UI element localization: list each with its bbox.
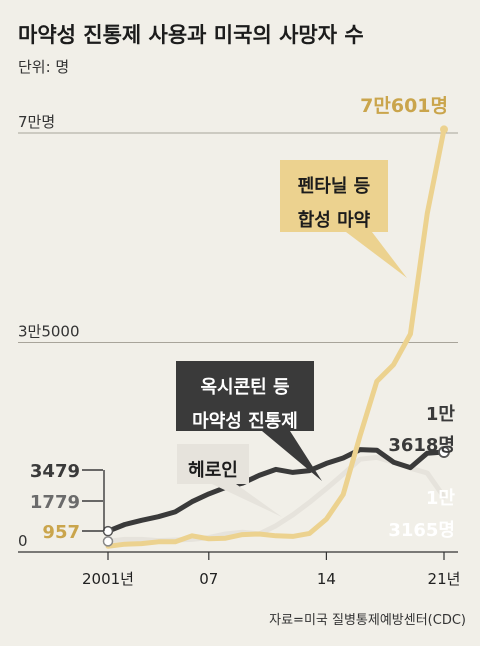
data-point [274,468,278,471]
data-point [190,500,194,504]
start-marker [102,525,114,537]
callout-text: 펜타닐 등 [298,176,371,197]
end-value-label: 7만601명 [360,95,448,117]
data-point [341,456,345,460]
series-line-fentanyl [105,126,447,549]
data-point [425,451,429,455]
end-value-label: 1만 [426,488,456,509]
data-point [392,363,395,366]
data-point [257,474,261,477]
data-point [291,471,295,474]
data-point [358,457,362,461]
data-point [173,540,177,544]
chart-title: 마약성 진통제 사용과 미국의 사망자 수 [18,23,364,47]
data-point [425,212,429,216]
data-point [325,487,328,490]
y-axis-tick-labels: 0 3만5000 7만명 [18,113,80,550]
data-point [241,533,244,536]
data-point [190,534,194,538]
data-point [308,532,311,535]
data-point [442,495,446,499]
data-point [123,523,127,526]
data-point [409,332,412,336]
start-value-label: 957 [42,522,80,543]
data-point [207,537,211,541]
callout-tail [262,431,322,481]
data-point [224,536,228,540]
chart-subtitle: 단위: 명 [18,58,69,76]
start-value-label: 1779 [30,492,80,513]
data-point [157,515,160,519]
data-point [157,540,160,544]
gridlines [18,132,458,553]
source-note: 자료=미국 질병통제예방센터(CDC) [269,613,466,628]
data-point [207,492,211,496]
callout-box [280,160,388,232]
end-value-label: 1만 [426,404,456,425]
callout-heroin: 헤로인 [177,444,282,517]
callout-box [176,361,314,431]
data-point [375,456,379,459]
data-point [123,538,127,541]
start-value-label: 3479 [30,461,80,482]
start-marker [102,536,114,547]
data-point [375,380,379,383]
series-lines [102,125,450,549]
data-point [274,524,278,528]
data-point [140,538,144,541]
x-tick-label: 2001년 [82,570,134,588]
callout-text: 옥시콘틴 등 [200,377,289,398]
end-marker [438,446,450,458]
data-point [409,466,412,469]
callout-text: 헤로인 [188,460,238,481]
y-tick-label: 0 [18,532,28,550]
x-axis: 2001년 07 14 21년 [82,552,460,588]
callout-box [177,444,249,484]
callout-tail [212,484,282,517]
end-value-label: 3165명 [388,520,455,541]
x-tick-label: 14 [317,570,336,588]
data-point [257,532,261,536]
data-point [140,518,144,522]
data-point [325,517,328,521]
data-point [173,510,177,514]
data-point [291,535,295,538]
value-labels: 3479 1779 957 7만601명 1만 3618명 1만 3165명 [30,95,456,543]
callout-fentanyl: 펜타닐 등합성 마약 [280,160,407,278]
data-point [123,542,127,546]
data-point [358,434,362,438]
x-tick-label: 07 [199,570,218,588]
data-point [341,493,345,496]
data-point [341,472,345,476]
x-tick-label: 21년 [428,570,461,588]
data-point [224,532,228,536]
callout-text: 마약성 진통제 [192,410,298,432]
data-point [274,534,278,538]
callout-text: 합성 마약 [298,209,371,231]
data-point [291,513,295,517]
y-tick-label: 3만5000 [18,323,80,341]
data-point [425,471,429,475]
data-point [325,462,328,465]
callout-tail [346,232,407,278]
data-point [140,542,144,545]
data-point [358,448,362,451]
data-point [392,460,395,464]
data-point [375,448,379,452]
y-tick-label: 7만명 [18,113,55,131]
end-marker [440,125,448,134]
data-point [308,500,311,504]
end-value-label: 3618명 [388,435,455,456]
